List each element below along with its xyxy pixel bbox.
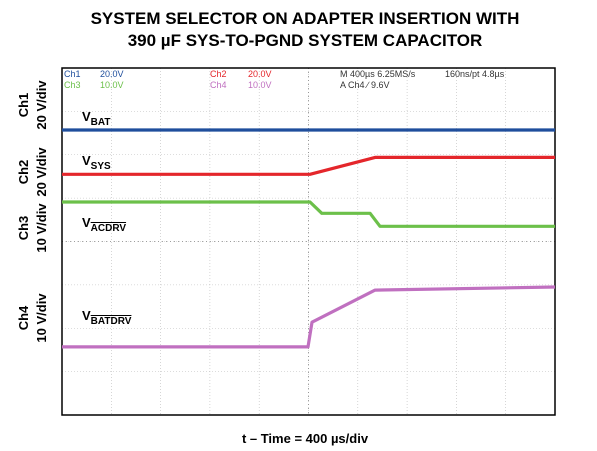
channel-label: Ch4: [16, 305, 31, 330]
scope-header-text: 20.0V: [100, 69, 124, 79]
channel-label: Ch1: [16, 93, 31, 118]
trace: [62, 285, 556, 349]
scope-header-text: 10.0V: [100, 80, 124, 90]
trace-label-main: V: [82, 153, 91, 168]
scope-header-text: Ch1: [64, 69, 81, 79]
scope-header-text: A Ch4 ∕ 9.6V: [340, 80, 390, 90]
trace-label: VSYS: [82, 153, 111, 172]
channel-scale: 20 V/div: [34, 80, 49, 130]
title-line: SYSTEM SELECTOR ON ADAPTER INSERTION WIT…: [91, 9, 520, 28]
scope-header-text: 10.0V: [248, 80, 272, 90]
trace-label-sub: ACDRV: [91, 223, 127, 234]
x-axis-label: t – Time = 400 µs/div: [242, 431, 369, 446]
scope-header-text: 160ns/pt 4.8µs: [445, 69, 505, 79]
channel-scale: 10 V/div: [34, 293, 49, 343]
scope-header-text: Ch4: [210, 80, 227, 90]
channel-scale: 20 V/div: [34, 147, 49, 197]
scope-header-text: 20.0V: [248, 69, 272, 79]
trace-label-main: V: [82, 215, 91, 230]
scope-header-text: Ch2: [210, 69, 227, 79]
plot-border: [61, 67, 556, 416]
channel-label: Ch2: [16, 160, 31, 185]
trace-label: VACDRV: [82, 215, 126, 234]
scope-header-text: Ch3: [64, 80, 81, 90]
trace-label-main: V: [82, 308, 91, 323]
title-line: 390 µF SYS-TO-PGND SYSTEM CAPACITOR: [128, 31, 483, 50]
trace-label-sub: BAT: [91, 117, 111, 128]
trace-label: VBATDRV: [82, 308, 132, 327]
trace: [62, 155, 555, 176]
channel-scale: 10 V/div: [34, 203, 49, 253]
scope-header-text: M 400µs 6.25MS/s: [340, 69, 416, 79]
trace-label-main: V: [82, 109, 91, 124]
channel-label: Ch3: [16, 216, 31, 241]
trace-label-sub: SYS: [91, 161, 111, 172]
trace: [62, 200, 555, 228]
trace-label: VBAT: [82, 109, 110, 128]
trace-label-sub: BATDRV: [91, 316, 132, 327]
